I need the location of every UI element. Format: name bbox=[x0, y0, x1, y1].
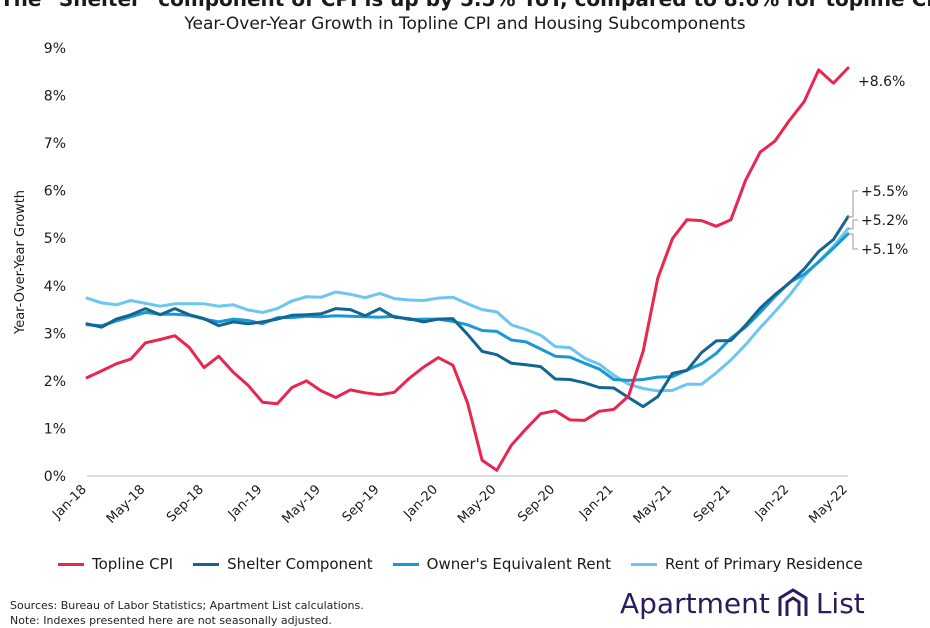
legend-item-oer: Owner's Equivalent Rent bbox=[392, 555, 611, 573]
y-tick-label: 2% bbox=[44, 374, 66, 390]
x-tick-label: Jan-20 bbox=[401, 482, 442, 523]
chart-title: The "Shelter" component of CPI is up by … bbox=[0, 0, 930, 11]
x-tick-label: May-20 bbox=[455, 482, 499, 526]
y-tick-label: 9% bbox=[44, 41, 66, 57]
x-tick-label: May-22 bbox=[806, 482, 850, 526]
x-tick-label: Jan-22 bbox=[752, 482, 793, 523]
legend-swatch bbox=[58, 562, 84, 566]
x-tick-label: Sep-21 bbox=[691, 482, 734, 525]
apartment-list-logo: Apartment List bbox=[620, 586, 865, 620]
line-chart: 0% 1% 2% 3% 4% 5% 6% 7% 8% 9% Year-Over-Year Growt… bbox=[13, 41, 908, 527]
logo-text-left: Apartment bbox=[620, 586, 770, 620]
chart-axes: 0% 1% 2% 3% 4% 5% 6% 7% 8% 9% Year-Over-Year Growt… bbox=[13, 41, 851, 527]
y-tick-label: 7% bbox=[44, 136, 66, 152]
source-line: Sources: Bureau of Labor Statistics; Apa… bbox=[10, 599, 364, 612]
legend-item-rent: Rent of Primary Residence bbox=[631, 555, 863, 573]
y-tick-label: 5% bbox=[44, 231, 66, 247]
legend-swatch bbox=[631, 562, 657, 566]
legend-item-topline-cpi: Topline CPI bbox=[58, 555, 173, 573]
x-tick-label: Sep-18 bbox=[164, 482, 207, 525]
series-line-topline-cpi bbox=[85, 66, 850, 472]
x-tick-label: Jan-18 bbox=[49, 482, 90, 523]
series-line-owner-s-equivalent-rent bbox=[85, 232, 850, 382]
end-label: +5.1% bbox=[861, 242, 908, 258]
chart-subtitle: Year-Over-Year Growth in Topline CPI and… bbox=[184, 14, 746, 34]
y-tick-label: 6% bbox=[44, 184, 66, 200]
x-tick-label: May-18 bbox=[104, 482, 148, 526]
y-tick-label: 1% bbox=[44, 421, 66, 437]
end-label-leader bbox=[848, 190, 858, 218]
end-label-leader bbox=[848, 219, 858, 230]
series-line-rent-of-primary-residence bbox=[85, 227, 850, 393]
end-label: +5.2% bbox=[861, 213, 908, 229]
legend-item-shelter: Shelter Component bbox=[193, 555, 373, 573]
x-tick-label: Jan-19 bbox=[225, 482, 266, 523]
end-label-leader bbox=[848, 233, 858, 250]
x-tick-label: Sep-19 bbox=[340, 482, 383, 525]
chart-lines bbox=[85, 66, 850, 472]
legend-label: Shelter Component bbox=[227, 555, 373, 573]
legend-label: Topline CPI bbox=[92, 555, 174, 573]
chart-legend: Topline CPI Shelter Component Owner's Eq… bbox=[58, 555, 883, 573]
x-tick-label: May-21 bbox=[631, 482, 675, 526]
legend-swatch bbox=[392, 562, 419, 566]
x-tick-label: May-19 bbox=[280, 482, 324, 526]
y-axis-label: Year-Over-Year Growth bbox=[13, 190, 28, 335]
end-labels: +8.6% +5.5% +5.1% +5.2% bbox=[848, 74, 908, 258]
y-tick-label: 8% bbox=[44, 89, 66, 105]
legend-label: Rent of Primary Residence bbox=[665, 555, 863, 573]
x-tick-label: Jan-21 bbox=[576, 482, 617, 523]
legend-swatch bbox=[193, 562, 220, 566]
source-note: Sources: Bureau of Labor Statistics; Apa… bbox=[10, 598, 364, 628]
legend-label: Owner's Equivalent Rent bbox=[426, 555, 611, 573]
building-icon bbox=[778, 588, 808, 616]
y-tick-label: 4% bbox=[44, 279, 66, 295]
end-label: +8.6% bbox=[858, 74, 905, 90]
x-tick-label: Sep-20 bbox=[515, 482, 558, 525]
logo-text-right: List bbox=[815, 586, 865, 620]
note-line: Note: Indexes presented here are not sea… bbox=[10, 614, 332, 627]
y-tick-label: 0% bbox=[44, 469, 66, 485]
series-line-shelter-component bbox=[85, 215, 850, 409]
end-label: +5.5% bbox=[861, 184, 908, 200]
y-tick-label: 3% bbox=[44, 326, 66, 342]
